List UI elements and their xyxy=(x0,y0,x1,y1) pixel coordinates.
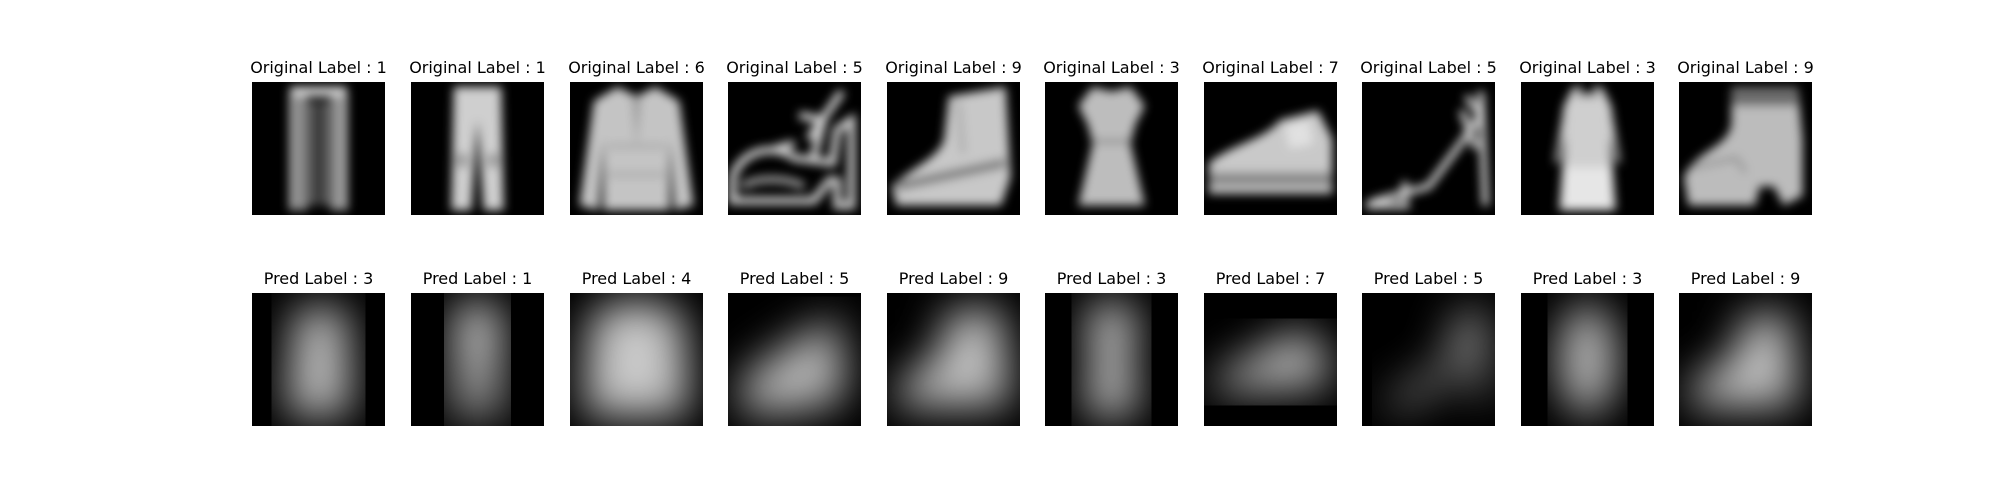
reconstruction-image xyxy=(1521,293,1654,426)
dress-image xyxy=(1045,82,1178,215)
trousers-blurred-icon xyxy=(453,302,502,422)
panel-title: Pred Label : 3 xyxy=(263,269,374,288)
dress-image xyxy=(1521,82,1654,215)
panel-title: Pred Label : 4 xyxy=(581,269,692,288)
panel-title: Original Label : 3 xyxy=(1043,58,1180,77)
ankle-boot-image xyxy=(1679,82,1812,215)
panel-title: Pred Label : 3 xyxy=(1532,269,1643,288)
sandal-icon xyxy=(1365,91,1489,209)
dress-blurred-icon xyxy=(285,307,352,417)
panel-title: Original Label : 3 xyxy=(1519,58,1656,77)
reconstruction-image xyxy=(887,293,1020,426)
panel-title: Original Label : 9 xyxy=(885,58,1022,77)
ankle-boot-image xyxy=(887,82,1020,215)
sneaker-icon xyxy=(1208,110,1333,194)
sneaker-image xyxy=(1204,82,1337,215)
panel-title: Original Label : 9 xyxy=(1677,58,1814,77)
panel-title: Original Label : 5 xyxy=(726,58,863,77)
ankle-boot-icon xyxy=(891,86,1011,206)
panel-title: Pred Label : 5 xyxy=(1373,269,1484,288)
reconstruction-image xyxy=(1204,293,1337,426)
sandal-image xyxy=(1362,82,1495,215)
sandal-image xyxy=(728,82,861,215)
trousers-icon xyxy=(451,86,504,211)
shirt-icon xyxy=(579,86,694,211)
reconstruction-image xyxy=(252,293,385,426)
shirt-image xyxy=(570,82,703,215)
dress-icon xyxy=(1554,86,1621,211)
reconstruction-image xyxy=(1045,293,1178,426)
sandal-blurred-icon xyxy=(737,316,847,417)
reconstruction-image xyxy=(570,293,703,426)
coat-blurred-icon xyxy=(584,302,689,417)
panel-title: Original Label : 6 xyxy=(568,58,705,77)
panel-title: Original Label : 7 xyxy=(1202,58,1339,77)
reconstruction-image xyxy=(411,293,544,426)
reconstruction-image xyxy=(1362,293,1495,426)
sneaker-blurred-icon xyxy=(1213,331,1328,393)
ankle-boot-icon xyxy=(1683,86,1803,206)
reconstruction-image xyxy=(728,293,861,426)
ankle-boot-blurred-icon xyxy=(1688,312,1798,407)
trousers-image xyxy=(252,82,385,215)
ankle-boot-blurred-icon xyxy=(896,307,1011,407)
panel-title: Pred Label : 7 xyxy=(1215,269,1326,288)
panel-title: Original Label : 1 xyxy=(409,58,546,77)
panel-title: Pred Label : 9 xyxy=(1690,269,1801,288)
panel-title: Pred Label : 5 xyxy=(739,269,850,288)
panel-title: Original Label : 1 xyxy=(250,58,387,77)
trousers-image xyxy=(411,82,544,215)
reconstruction-image xyxy=(1679,293,1812,426)
sandal-blurred-icon xyxy=(1386,306,1488,414)
dress-icon xyxy=(1078,86,1145,206)
dress-blurred-icon xyxy=(1559,302,1616,417)
panel-title: Pred Label : 1 xyxy=(422,269,533,288)
trousers-icon xyxy=(290,86,347,211)
panel-title: Original Label : 5 xyxy=(1360,58,1497,77)
dress-blurred-icon xyxy=(1083,302,1140,417)
sandal-icon xyxy=(728,89,856,210)
panel-title: Pred Label : 3 xyxy=(1056,269,1167,288)
panel-title: Pred Label : 9 xyxy=(898,269,1009,288)
